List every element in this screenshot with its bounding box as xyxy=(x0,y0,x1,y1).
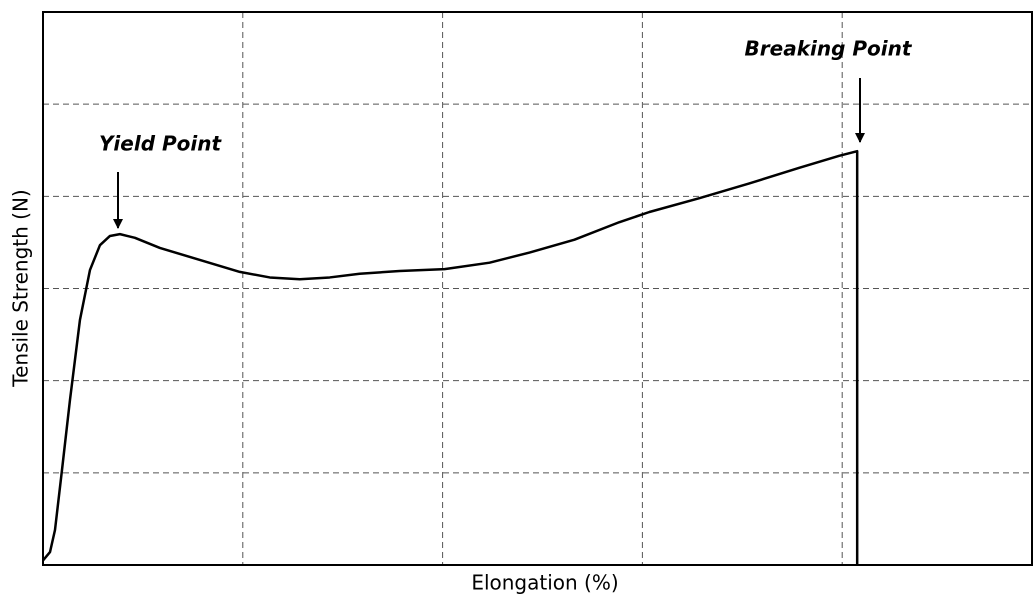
plot-frame xyxy=(42,11,1033,566)
x-axis-label: Elongation (%) xyxy=(471,571,618,595)
y-axis-label: Tensile Strength (N) xyxy=(9,189,33,387)
annotation: Breaking Point xyxy=(745,37,913,61)
grid xyxy=(43,12,1032,565)
line-series xyxy=(42,149,859,565)
annotation: Yield Point xyxy=(99,132,223,156)
